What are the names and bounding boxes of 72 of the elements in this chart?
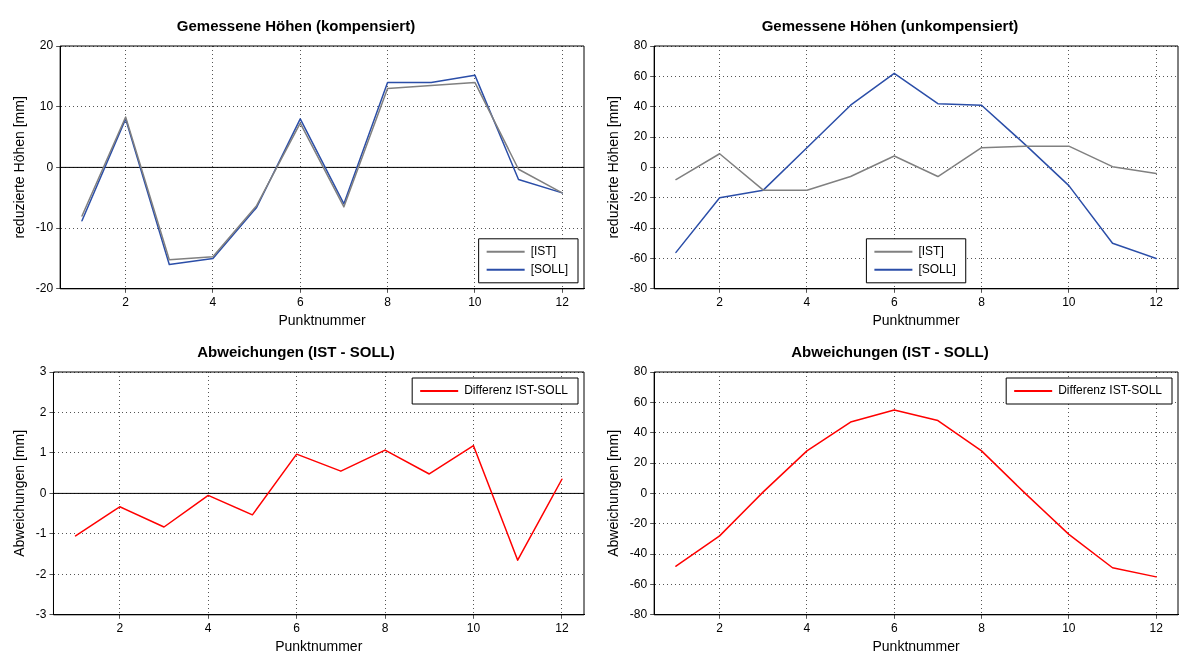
chart-title: Abweichungen (IST - SOLL) (791, 343, 989, 361)
x-tick-label: 6 (890, 295, 898, 310)
y-tick-label: 0 (39, 485, 47, 500)
x-tick-label: 12 (555, 295, 570, 310)
y-tick-label: -20 (35, 281, 54, 296)
y-tick-label: 0 (640, 159, 648, 174)
y-tick-label: -20 (629, 516, 648, 531)
x-tick-label: 12 (1149, 621, 1164, 636)
x-tick-label: 2 (716, 295, 724, 310)
y-tick-label: -80 (629, 281, 648, 296)
x-tick-label: 4 (209, 295, 217, 310)
x-tick-label: 8 (384, 295, 392, 310)
y-axis-title: Abweichungen [mm] (11, 429, 28, 557)
y-tick-label: 40 (633, 99, 648, 114)
x-tick-label: 6 (293, 621, 301, 636)
y-tick-label: 2 (39, 404, 47, 419)
y-axis-title: Abweichungen [mm] (605, 429, 622, 557)
x-tick-label: 10 (466, 621, 481, 636)
legend-label: [IST] (918, 244, 944, 259)
x-tick-label: 2 (716, 621, 724, 636)
chart-title: Gemessene Höhen (kompensiert) (176, 17, 416, 35)
y-tick-label: -60 (629, 250, 648, 265)
x-tick-label: 8 (978, 621, 986, 636)
y-tick-label: -1 (35, 526, 47, 541)
x-axis-title: Punktnummer (872, 638, 960, 655)
x-tick-label: 10 (1062, 295, 1076, 310)
y-tick-label: 80 (633, 38, 648, 53)
y-tick-label: 80 (633, 364, 648, 379)
y-tick-label: 20 (39, 38, 54, 53)
legend-label: Differenz IST-SOLL (1058, 383, 1163, 398)
chart-title: Gemessene Höhen (unkompensiert) (761, 17, 1019, 35)
y-tick-label: 20 (633, 455, 648, 470)
x-tick-label: 6 (890, 621, 898, 636)
x-axis-title: Punktnummer (872, 312, 960, 329)
y-tick-label: 0 (640, 485, 648, 500)
y-tick-label: -20 (629, 190, 648, 205)
y-tick-label: 60 (633, 394, 648, 409)
x-tick-label: 6 (296, 295, 304, 310)
y-tick-label: -60 (629, 576, 648, 591)
y-tick-label: -10 (35, 220, 54, 235)
x-tick-label: 2 (116, 621, 124, 636)
y-tick-label: -80 (629, 607, 648, 622)
y-tick-label: 0 (46, 159, 54, 174)
x-tick-label: 12 (1149, 295, 1164, 310)
x-axis-title: Punktnummer (275, 638, 363, 655)
legend-label: [SOLL] (530, 262, 569, 277)
y-tick-label: 10 (39, 99, 54, 114)
legend-label: [SOLL] (918, 262, 956, 277)
y-tick-label: 40 (633, 425, 648, 440)
x-axis-title: Punktnummer (278, 312, 366, 329)
y-tick-label: -2 (35, 566, 47, 581)
x-tick-label: 4 (204, 621, 212, 636)
x-tick-label: 4 (803, 295, 811, 310)
y-tick-label: 3 (39, 364, 47, 379)
x-tick-label: 12 (555, 621, 569, 636)
y-tick-label: -40 (629, 546, 648, 561)
x-tick-label: 10 (468, 295, 482, 310)
x-tick-label: 8 (381, 621, 389, 636)
y-axis-title: reduzierte Höhen [mm] (605, 96, 622, 239)
y-tick-label: 60 (633, 68, 648, 83)
y-tick-label: -3 (35, 607, 47, 622)
legend-label: Differenz IST-SOLL (464, 383, 569, 398)
x-tick-label: 8 (978, 295, 986, 310)
x-tick-label: 4 (803, 621, 811, 636)
y-tick-label: 20 (633, 129, 648, 144)
x-tick-label: 2 (122, 295, 130, 310)
x-tick-label: 10 (1062, 621, 1076, 636)
y-tick-label: -40 (629, 220, 648, 235)
y-tick-label: 1 (39, 445, 47, 460)
legend-label: [IST] (530, 244, 556, 259)
y-axis-title: reduzierte Höhen [mm] (11, 96, 28, 239)
chart-title: Abweichungen (IST - SOLL) (197, 343, 395, 361)
